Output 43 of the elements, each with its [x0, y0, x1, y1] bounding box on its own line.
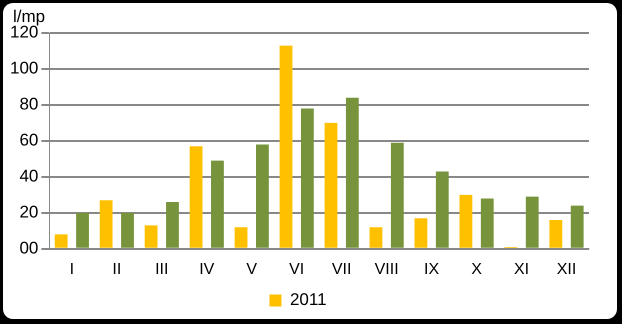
x-tick-label: VII — [332, 260, 352, 278]
y-tick-label: 20 — [19, 202, 38, 222]
bar — [370, 227, 382, 248]
bar — [459, 194, 472, 248]
x-tick-label: XII — [556, 260, 576, 278]
y-axis-title: l/mp — [13, 7, 46, 26]
bar — [346, 98, 359, 248]
x-tick-label: X — [471, 260, 482, 278]
x-tick-label: I — [70, 260, 74, 278]
bar — [100, 200, 113, 248]
x-tick-label: IV — [199, 260, 215, 278]
y-tick-label: 60 — [19, 130, 38, 150]
bar — [414, 218, 428, 248]
x-tick-label: V — [246, 260, 258, 278]
bar — [190, 146, 202, 248]
bar — [280, 46, 292, 248]
bar — [76, 212, 89, 248]
x-tick-label: XI — [514, 260, 530, 278]
x-tick-label: II — [112, 260, 122, 278]
bar — [480, 198, 494, 248]
bar — [166, 202, 179, 248]
bar — [390, 142, 404, 248]
bar — [121, 212, 134, 248]
bar — [54, 234, 68, 248]
bar — [324, 122, 338, 248]
y-tick-label: 80 — [19, 94, 38, 114]
x-tick-label: VIII — [374, 260, 399, 278]
bar — [211, 160, 224, 248]
legend-label: 2011 — [290, 290, 327, 310]
y-tick-label: 00 — [19, 238, 38, 258]
y-tick-label: 40 — [19, 166, 38, 186]
x-tick-label: IX — [424, 260, 440, 278]
bar — [570, 206, 584, 248]
bar — [234, 227, 248, 248]
bar — [526, 196, 539, 248]
bar — [300, 108, 314, 248]
x-tick-label: VI — [289, 260, 304, 278]
x-tick-label: III — [155, 260, 168, 278]
y-tick-label: 100 — [10, 58, 38, 78]
bar — [144, 225, 158, 248]
bar — [256, 144, 269, 248]
bar — [549, 220, 562, 248]
bar — [436, 171, 449, 248]
